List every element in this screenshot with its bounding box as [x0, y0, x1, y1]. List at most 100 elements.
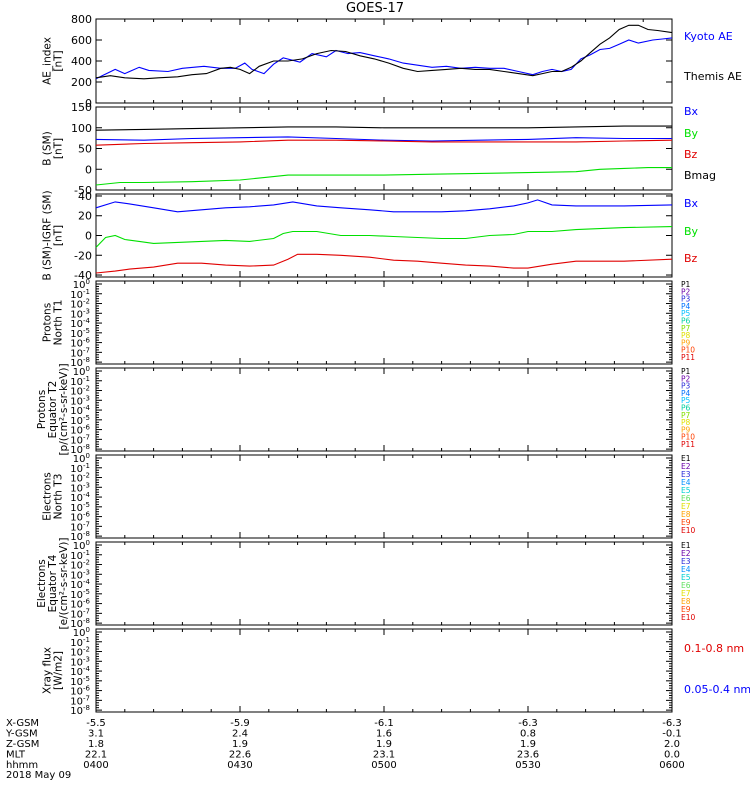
y-tick-exponent: -3: [83, 655, 90, 663]
x-row-value: -6.3: [662, 718, 682, 729]
legend-p2: P2: [681, 374, 691, 383]
y-tick-exponent: -7: [83, 433, 90, 441]
x-row-value: -0.1: [662, 729, 682, 740]
x-row-value: 22.6: [229, 750, 251, 761]
y-axis-label-line: [W/m2]: [53, 651, 65, 690]
legend-e9: E9: [681, 518, 691, 527]
legend-p10: P10: [681, 346, 695, 355]
y-tick-exponent: -8: [83, 356, 90, 364]
legend-p3: P3: [681, 382, 691, 391]
legend-p4: P4: [681, 302, 691, 311]
y-axis-label-line: Equator T4: [47, 554, 59, 612]
y-tick-exponent: -8: [83, 704, 90, 712]
legend-p1: P1: [681, 280, 691, 289]
legend-p3: P3: [681, 295, 691, 304]
y-tick-exponent: -7: [83, 520, 90, 528]
y-tick-label: 0: [85, 163, 92, 176]
y-axis-label-line: B (SM): [42, 131, 54, 165]
x-row-value: 1.9: [376, 739, 392, 750]
y-tick-label: 20: [78, 210, 92, 223]
y-axis-label-line: [e/(cm²-s-sr-keV)]: [58, 538, 70, 630]
legend-xray-long: 0.1-0.8 nm: [684, 642, 744, 655]
x-row-value: 0.0: [664, 750, 680, 761]
panel-frame: [95, 367, 673, 452]
panel-frame: [95, 541, 673, 626]
y-tick-exponent: -4: [83, 578, 91, 586]
y-tick-exponent: 0: [86, 539, 90, 547]
legend-xray-short: 0.05-0.4 nm: [684, 683, 750, 696]
x-row-label: Y-GSM: [5, 729, 38, 740]
legend-e3: E3: [681, 557, 691, 566]
y-tick-exponent: -4: [83, 665, 91, 673]
y-tick-label: 50: [78, 143, 92, 156]
legend-e4: E4: [681, 478, 691, 487]
x-row-value: 22.1: [85, 750, 107, 761]
series-line-by: [95, 226, 673, 248]
legend-p6: P6: [681, 404, 691, 413]
y-tick-exponent: -1: [83, 288, 90, 296]
x-row-value: 1.8: [88, 739, 104, 750]
x-row-value: -5.5: [86, 718, 106, 729]
legend-e3: E3: [681, 470, 691, 479]
y-tick-exponent: -2: [83, 385, 90, 393]
y-tick-exponent: 0: [86, 626, 90, 634]
legend-e2: E2: [681, 549, 691, 558]
y-tick-label: -40: [74, 269, 92, 282]
y-tick-label: 10-8: [70, 704, 90, 717]
y-axis-label: Electrons North T3: [42, 472, 65, 521]
y-tick-exponent: -3: [83, 568, 90, 576]
x-row-label: X-GSM: [6, 718, 39, 729]
legend-e1: E1: [681, 454, 691, 463]
panel-4: Protons North T110010-110-210-310-410-510…: [42, 278, 696, 369]
x-row-value: 0530: [515, 760, 540, 771]
y-tick-exponent: -2: [83, 472, 90, 480]
x-axis-date: 2018 May 09: [6, 770, 71, 781]
legend-bmag: Bmag: [684, 169, 716, 182]
y-tick-exponent: -6: [83, 685, 91, 693]
legend-e7: E7: [681, 502, 691, 511]
series-line-themis-ae: [95, 24, 673, 80]
y-axis-label-line: North T1: [53, 300, 65, 346]
x-row-value: 2.4: [232, 729, 248, 740]
legend-e5: E5: [681, 573, 691, 582]
legend-e6: E6: [681, 581, 691, 590]
legend-e2: E2: [681, 462, 691, 471]
x-row-value: -6.3: [518, 718, 538, 729]
legend-e5: E5: [681, 486, 691, 495]
legend-by: By: [684, 225, 699, 238]
x-row-value: 23.1: [373, 750, 395, 761]
y-tick-exponent: -8: [83, 443, 90, 451]
panel-frame: [95, 280, 673, 365]
panel-6: Electrons North T310010-110-210-310-410-5…: [42, 452, 696, 543]
y-tick-exponent: -6: [83, 337, 91, 345]
y-tick-exponent: -4: [83, 317, 91, 325]
y-tick-exponent: -1: [83, 462, 90, 470]
legend-p1: P1: [681, 367, 691, 376]
legend-e9: E9: [681, 605, 691, 614]
panel-1: AE_index [nT] 0 200 400 600 800 Kyoto AE Themis …: [42, 13, 742, 110]
x-row-value: 0400: [83, 760, 108, 771]
series-line-kyoto-ae: [95, 37, 673, 80]
y-tick-label: -20: [74, 249, 92, 262]
y-axis-label-line: Electrons: [42, 472, 54, 521]
legend-p7: P7: [681, 411, 691, 420]
x-row-value: 0500: [371, 760, 396, 771]
legend-kyoto-ae: Kyoto AE: [684, 30, 733, 43]
legend-p5: P5: [681, 309, 691, 318]
x-row-value: 0600: [659, 760, 684, 771]
legend-e8: E8: [681, 597, 691, 606]
y-tick-exponent: -6: [83, 598, 91, 606]
x-row-value: -5.9: [230, 718, 250, 729]
legend-p7: P7: [681, 324, 691, 333]
y-axis-label: Electrons Equator T4 [e/(cm²-s-sr-keV)]: [36, 538, 70, 630]
x-row-value: 2.0: [664, 739, 680, 750]
series-line-bz: [95, 139, 673, 146]
legend-p2: P2: [681, 287, 691, 296]
legend-bz: Bz: [684, 148, 698, 161]
y-tick-label: 0: [85, 97, 92, 110]
panel-frame: [95, 18, 673, 104]
y-tick-exponent: -7: [83, 346, 90, 354]
plot-title: GOES-17: [346, 1, 404, 16]
y-tick-label: 40: [78, 190, 92, 203]
legend-bx: Bx: [684, 197, 699, 210]
